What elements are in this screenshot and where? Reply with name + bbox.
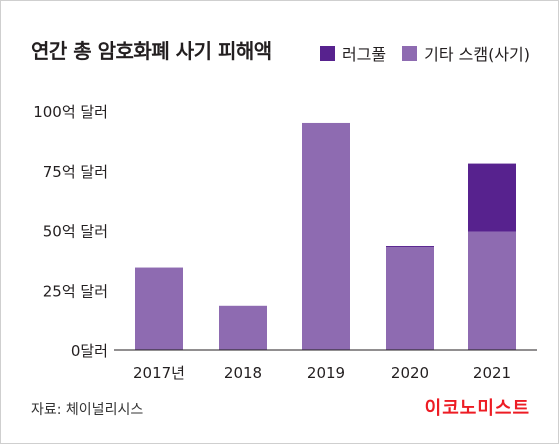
y-tick-label: 25억 달러	[43, 282, 108, 300]
y-tick-label: 100억 달러	[33, 103, 108, 121]
bar-rugpull	[386, 246, 434, 248]
bar-other-scam	[135, 267, 183, 350]
bar-rugpull	[468, 163, 516, 232]
bar-other-scam	[302, 122, 350, 350]
x-tick-label: 2021	[473, 364, 511, 382]
legend-swatch-rugpull	[319, 45, 335, 61]
source-note: 자료: 체이널리시스	[31, 402, 144, 418]
bar-other-scam	[386, 247, 434, 350]
y-tick-label: 50억 달러	[43, 223, 108, 241]
x-tick-label: 2018	[224, 364, 262, 382]
y-tick-label: 75억 달러	[43, 163, 108, 181]
x-tick-label: 2020	[391, 364, 429, 382]
y-tick-label: 0달러	[71, 342, 108, 360]
legend-item-rugpull: 러그풀	[319, 41, 387, 65]
bar-other-scam	[219, 305, 267, 350]
brand-logo: 이코노미스트	[424, 398, 530, 419]
chart-legend: 러그풀 기타 스캠(사기)	[304, 41, 530, 65]
chart-title: 연간 총 암호화폐 사기 피해액	[31, 39, 272, 63]
legend-label-rugpull: 러그풀	[341, 45, 387, 64]
legend-label-other-scam: 기타 스캠(사기)	[424, 45, 530, 64]
x-tick-label: 2017년	[133, 364, 185, 382]
legend-item-other-scam: 기타 스캠(사기)	[402, 41, 530, 65]
bar-other-scam	[468, 231, 516, 350]
legend-swatch-other-scam	[402, 45, 418, 61]
x-tick-label: 2019	[307, 364, 345, 382]
